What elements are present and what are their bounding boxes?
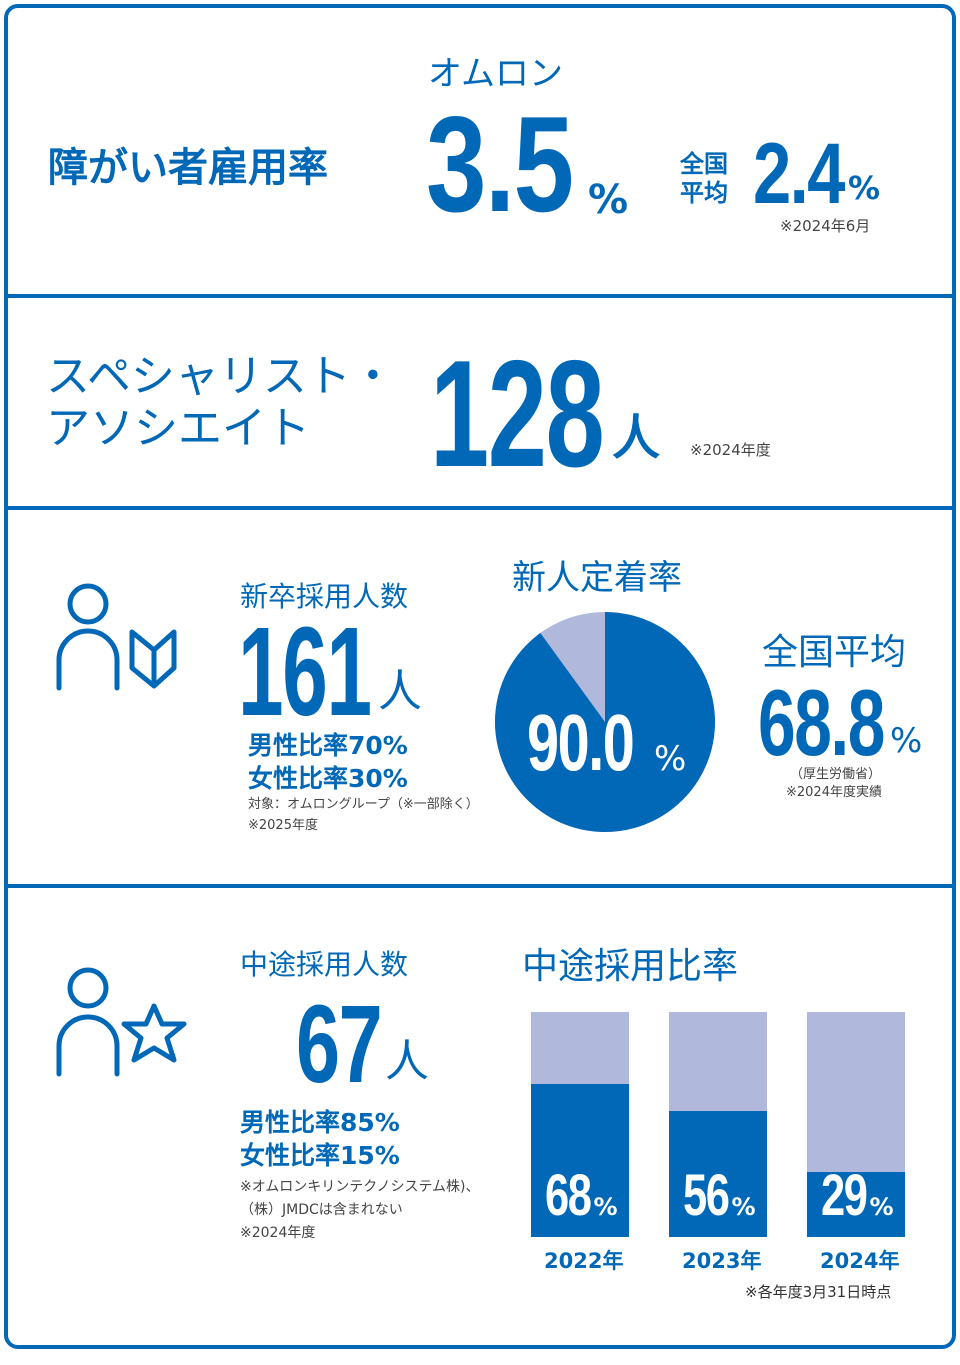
- disability-employment-title: 障がい者雇用率: [48, 145, 328, 191]
- infographic-frame: [4, 4, 956, 1349]
- source-note: （厚生労働省）: [790, 767, 882, 782]
- person-star-icon: [56, 967, 187, 1077]
- bar-value: [669, 1111, 767, 1237]
- bar-category-label: 2022年: [544, 1249, 624, 1273]
- specialist-title: アソシエイト: [46, 403, 310, 454]
- company-rate: 3.5: [426, 88, 574, 240]
- year-note: ※2025年度: [248, 818, 318, 833]
- specialist-unit: 人: [612, 410, 661, 466]
- retention-unit: %: [654, 739, 687, 779]
- retention-value: 90.0: [527, 698, 635, 787]
- scope-note: 対象：オムロングループ（※一部除く）: [248, 797, 479, 812]
- bar-data-label: 68%: [545, 1163, 618, 1228]
- new-grad-unit: 人: [378, 666, 422, 717]
- new-grad-title: 新卒採用人数: [240, 580, 409, 613]
- bar-data-label: 56%: [683, 1163, 756, 1228]
- retention-title: 新人定着率: [512, 558, 682, 598]
- pie-slice-retained: [495, 612, 715, 832]
- specialist-count: 128: [430, 329, 605, 499]
- national-avg-unit: %: [848, 169, 881, 207]
- year-note: ※2024年度: [690, 441, 771, 459]
- bar-category-label: 2023年: [682, 1249, 762, 1273]
- national-avg-label: 平均: [680, 179, 728, 207]
- exclusion-note: （株）JMDCは含まれない: [240, 1202, 403, 1218]
- male-ratio: 男性比率70%: [248, 731, 408, 760]
- female-ratio: 女性比率15%: [240, 1141, 400, 1170]
- new-grad-count: 161: [238, 601, 372, 742]
- female-ratio: 女性比率30%: [248, 764, 408, 793]
- retention-pie-chart: [495, 612, 715, 832]
- mid-career-title: 中途採用人数: [240, 948, 409, 981]
- date-note: ※2024年6月: [780, 217, 871, 235]
- bar-value: [531, 1084, 629, 1237]
- as-of-note: ※各年度3月31日時点: [745, 1283, 892, 1301]
- specialist-title: スペシャリスト・: [46, 351, 395, 402]
- bar-value: [807, 1171, 905, 1237]
- divider: [4, 884, 956, 888]
- male-ratio: 男性比率85%: [240, 1108, 400, 1137]
- bar-category-label: 2024年: [820, 1249, 900, 1273]
- national-avg-title: 全国平均: [762, 632, 907, 673]
- national-avg-retention: 68.8: [758, 670, 885, 775]
- divider: [4, 294, 956, 298]
- mid-career-ratio-title: 中途採用比率: [522, 946, 739, 987]
- mid-career-unit: 人: [385, 1036, 429, 1087]
- person-beginner-icon: [56, 583, 177, 691]
- national-avg-rate: 2.4: [753, 126, 845, 222]
- divider: [4, 506, 956, 510]
- mid-career-count: 67: [296, 983, 383, 1106]
- company-label: オムロン: [428, 54, 563, 94]
- national-avg-label: 全国: [680, 150, 728, 178]
- company-rate-unit: %: [588, 177, 629, 223]
- exclusion-note: ※オムロンキリンテクノシステム株)、: [240, 1179, 480, 1195]
- year-note: ※2024年度実績: [786, 785, 882, 800]
- year-note: ※2024年度: [240, 1225, 316, 1241]
- bar-data-label: 29%: [821, 1163, 894, 1228]
- national-avg-unit: %: [890, 721, 923, 761]
